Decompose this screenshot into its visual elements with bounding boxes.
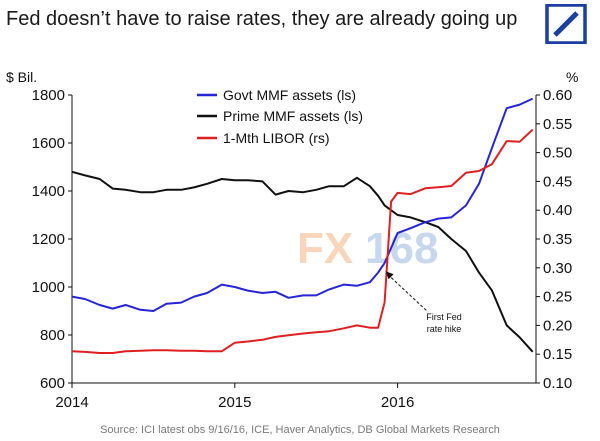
right-axis-unit: % xyxy=(566,69,578,85)
right-tick-label: 0.30 xyxy=(543,260,572,277)
x-tick-label: 2015 xyxy=(218,394,251,411)
left-tick-label: 1600 xyxy=(32,135,65,152)
x-tick-label: 2014 xyxy=(55,394,88,411)
legend-label: 1-Mth LIBOR (rs) xyxy=(223,130,330,146)
right-tick-label: 0.25 xyxy=(543,289,572,306)
right-tick-label: 0.45 xyxy=(543,173,572,190)
chart-title: Fed doesn’t have to raise rates, they ar… xyxy=(6,8,518,30)
left-tick-label: 600 xyxy=(40,375,65,392)
left-tick-label: 1400 xyxy=(32,183,65,200)
left-axis-unit: $ Bil. xyxy=(6,69,37,85)
series-line-prime-mmf-assets-ls xyxy=(71,170,534,353)
left-tick-label: 1800 xyxy=(32,87,65,104)
watermark: FX 168 xyxy=(297,224,438,273)
left-tick-label: 800 xyxy=(40,327,65,344)
annotation-text: First Fed xyxy=(426,312,462,322)
deutsche-bank-logo-icon xyxy=(545,4,587,44)
logo-slash xyxy=(553,11,579,37)
right-tick-label: 0.35 xyxy=(543,231,572,248)
logo-frame xyxy=(545,4,587,44)
right-tick-label: 0.10 xyxy=(543,375,572,392)
legend: Govt MMF assets (ls) Prime MMF assets (ls… xyxy=(197,87,363,146)
series-line-1-mth-libor-rs xyxy=(71,128,534,354)
right-tick-label: 0.20 xyxy=(543,317,572,334)
series-line-govt-mmf-assets-ls xyxy=(71,97,534,312)
x-tick-label: 2016 xyxy=(381,394,414,411)
annotation-text: rate hike xyxy=(427,324,462,334)
legend-label: Govt MMF assets (ls) xyxy=(223,87,356,103)
annotation-arrow-line xyxy=(387,273,429,313)
watermark-part1: FX xyxy=(297,224,353,273)
source-note: Source: ICI latest obs 9/16/16, ICE, Hav… xyxy=(100,424,500,436)
right-tick-label: 0.40 xyxy=(543,202,572,219)
left-tick-label: 1200 xyxy=(32,231,65,248)
legend-label: Prime MMF assets (ls) xyxy=(223,108,363,124)
annotation: First Fed rate hike xyxy=(385,271,462,334)
right-tick-label: 0.55 xyxy=(543,116,572,133)
right-tick-label: 0.50 xyxy=(543,145,572,162)
left-tick-label: 1000 xyxy=(32,279,65,296)
right-tick-label: 0.15 xyxy=(543,346,572,363)
right-tick-label: 0.60 xyxy=(543,87,572,104)
annotation-arrowhead xyxy=(385,271,394,280)
